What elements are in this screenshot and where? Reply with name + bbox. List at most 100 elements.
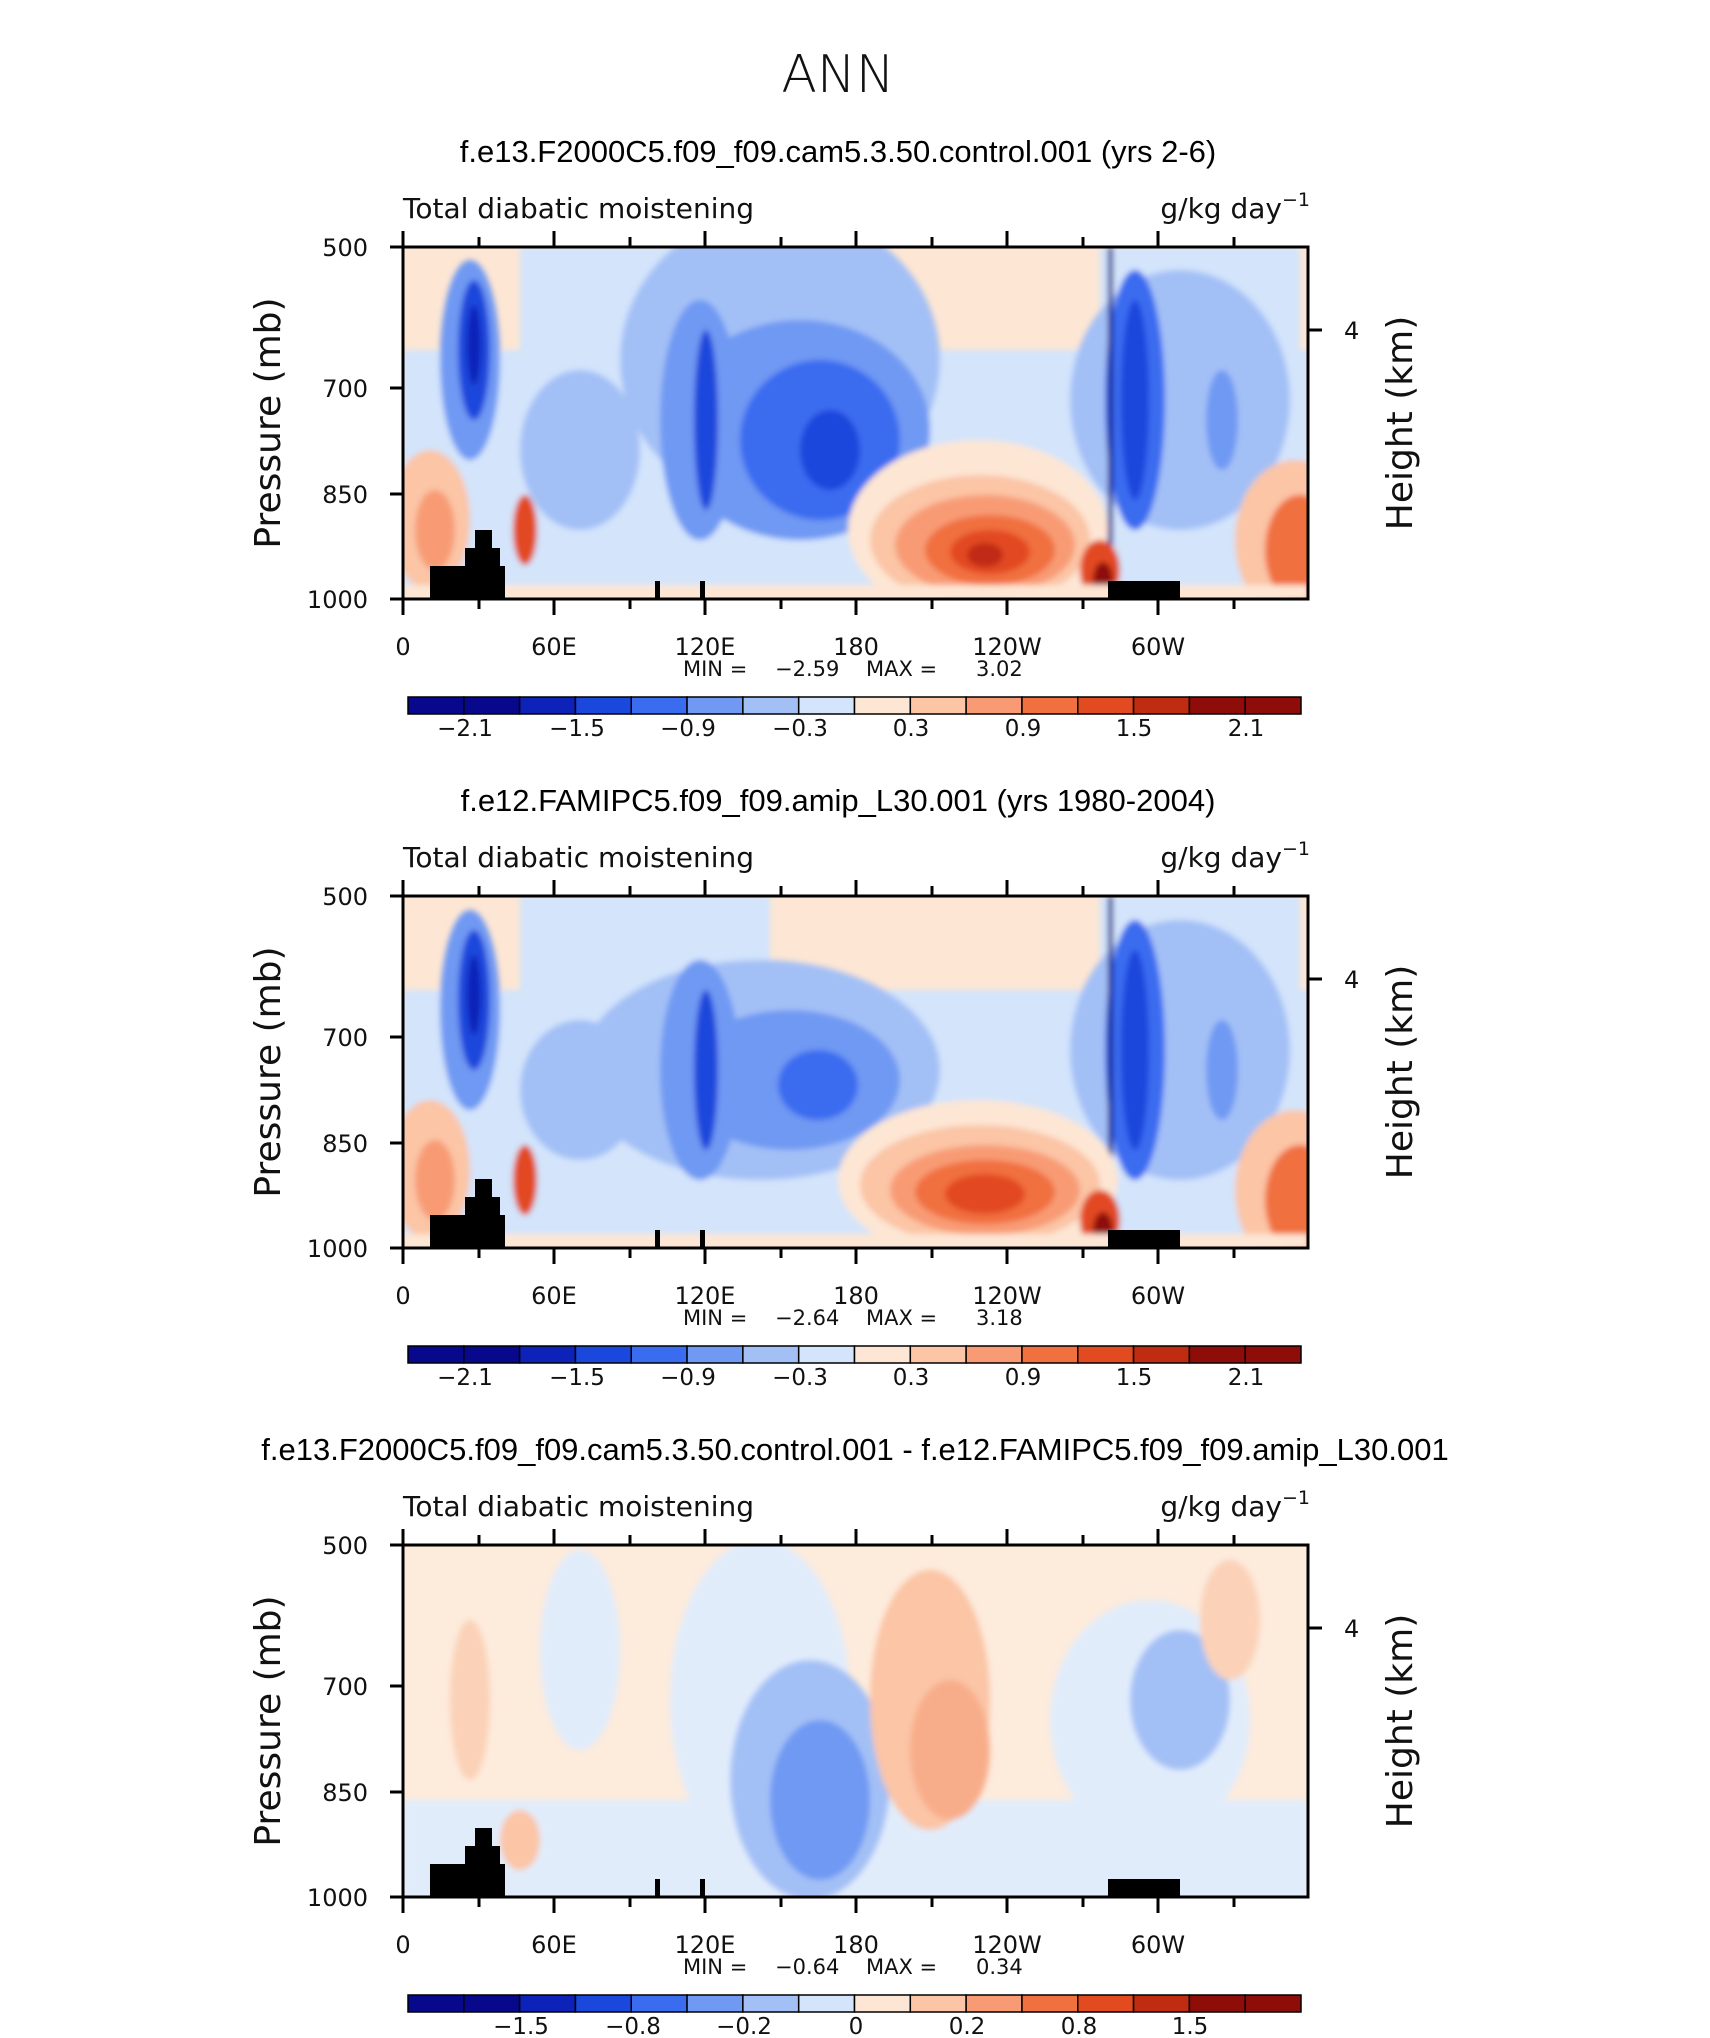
terrain-mask bbox=[1108, 1879, 1180, 1897]
x-tick-label: 180 bbox=[833, 1931, 879, 1959]
panel-title: f.e13.F2000C5.f09_f09.cam5.3.50.control.… bbox=[261, 1432, 1448, 1467]
colorbar-box bbox=[965, 1994, 1023, 2013]
x-tick-label: 60W bbox=[1131, 1282, 1185, 1310]
panel-title: f.e13.F2000C5.f09_f09.cam5.3.50.control.… bbox=[460, 134, 1217, 169]
colorbar-label: −0.3 bbox=[772, 716, 828, 742]
x-tick-label: 180 bbox=[833, 633, 879, 661]
x-tick-label: 120W bbox=[972, 1931, 1042, 1959]
colorbar-box bbox=[686, 696, 744, 715]
colorbar-label: 1.5 bbox=[1116, 716, 1153, 742]
x-tick-label: 60E bbox=[531, 1931, 577, 1959]
terrain-mask bbox=[700, 1879, 705, 1897]
colorbar-label: 0.3 bbox=[893, 1365, 930, 1391]
colorbar-label: 0.8 bbox=[1061, 2014, 1098, 2038]
colorbar-label: 2.1 bbox=[1228, 1365, 1265, 1391]
right-tick-label: 4 bbox=[1344, 317, 1359, 345]
terrain-mask bbox=[1108, 1230, 1180, 1248]
y-tick-label: 500 bbox=[322, 1532, 368, 1560]
contour-field bbox=[403, 896, 1308, 1248]
min-label: MIN = bbox=[683, 1306, 747, 1330]
colorbar-label: 0.9 bbox=[1005, 716, 1042, 742]
panel-control: f.e13.F2000C5.f09_f09.cam5.3.50.control.… bbox=[248, 134, 1421, 742]
right-tick-label: 4 bbox=[1344, 1615, 1359, 1643]
colorbar bbox=[407, 1994, 1302, 2013]
colorbar-box bbox=[742, 1994, 800, 2013]
variable-label: Total diabatic moistening bbox=[402, 841, 754, 874]
colorbar-label: 2.1 bbox=[1228, 716, 1265, 742]
y-tick-label: 850 bbox=[322, 481, 368, 509]
colorbar-box bbox=[909, 1345, 967, 1364]
variable-label: Total diabatic moistening bbox=[402, 1490, 754, 1523]
colorbar-box bbox=[574, 1345, 633, 1364]
colorbar-box bbox=[853, 1994, 912, 2013]
units-label: g/kg day−1 bbox=[1160, 1487, 1310, 1523]
colorbar-box bbox=[1132, 1345, 1191, 1364]
y-axis-label: Pressure (mb) bbox=[248, 946, 289, 1197]
y-axis-ticks bbox=[390, 894, 1322, 1250]
colorbar-box bbox=[574, 696, 633, 715]
colorbar-label: −0.2 bbox=[716, 2014, 772, 2038]
colorbar-box bbox=[1077, 1345, 1135, 1364]
units-label: g/kg day−1 bbox=[1160, 838, 1310, 874]
colorbar-box bbox=[1244, 696, 1302, 715]
colorbar-box bbox=[965, 696, 1023, 715]
y-axis-label: Pressure (mb) bbox=[248, 297, 289, 548]
colorbar-label: 0.3 bbox=[893, 716, 930, 742]
y-tick-label: 500 bbox=[322, 883, 368, 911]
max-value: 0.34 bbox=[976, 1955, 1023, 1979]
colorbar-label: 1.5 bbox=[1116, 1365, 1153, 1391]
y-tick-label: 500 bbox=[322, 234, 368, 262]
colorbar-box bbox=[1077, 696, 1135, 715]
colorbar-label: 1.5 bbox=[1172, 2014, 1209, 2038]
colorbar-box bbox=[1132, 696, 1191, 715]
colorbar-box bbox=[965, 1345, 1023, 1364]
colorbar-label: −0.9 bbox=[660, 1365, 716, 1391]
figure-title: ANN bbox=[781, 45, 894, 105]
colorbar-label: −2.1 bbox=[437, 716, 493, 742]
y-axis-label-right: Height (km) bbox=[1380, 965, 1421, 1179]
x-axis-ticks bbox=[401, 231, 1236, 615]
y-tick-label: 1000 bbox=[307, 1235, 368, 1263]
colorbar-label: 0 bbox=[849, 2014, 864, 2038]
terrain-mask bbox=[700, 1230, 705, 1248]
colorbar bbox=[407, 1345, 1302, 1364]
units-label: g/kg day−1 bbox=[1160, 189, 1310, 225]
colorbar-box bbox=[518, 696, 577, 715]
colorbar-box bbox=[1021, 1994, 1079, 2013]
colorbar-label: −0.8 bbox=[605, 2014, 661, 2038]
colorbar-box bbox=[853, 696, 912, 715]
colorbar-label: −0.9 bbox=[660, 716, 716, 742]
colorbar-box bbox=[797, 1345, 856, 1364]
contour-field bbox=[403, 247, 1308, 599]
plot-area bbox=[403, 247, 1308, 599]
y-axis-label-right: Height (km) bbox=[1380, 316, 1421, 530]
x-tick-label: 120E bbox=[675, 1931, 736, 1959]
colorbar-box bbox=[1188, 696, 1246, 715]
x-axis-ticks bbox=[401, 880, 1236, 1264]
min-value: −0.64 bbox=[775, 1955, 839, 1979]
y-tick-label: 1000 bbox=[307, 1884, 368, 1912]
min-label: MIN = bbox=[683, 657, 747, 681]
x-tick-label: 120W bbox=[972, 633, 1042, 661]
colorbar-box bbox=[630, 1994, 688, 2013]
x-tick-label: 120W bbox=[972, 1282, 1042, 1310]
colorbar-box bbox=[463, 1345, 521, 1364]
max-label: MAX = bbox=[866, 1955, 937, 1979]
colorbar-box bbox=[797, 1994, 856, 2013]
terrain-mask bbox=[430, 530, 505, 599]
x-tick-label: 60W bbox=[1131, 1931, 1185, 1959]
colorbar-box bbox=[1021, 696, 1079, 715]
colorbar-box bbox=[407, 1345, 465, 1364]
colorbar-label: 0.9 bbox=[1005, 1365, 1042, 1391]
colorbar-box bbox=[1021, 1345, 1079, 1364]
colorbar-box bbox=[853, 1345, 912, 1364]
y-axis-ticks bbox=[390, 245, 1322, 601]
colorbar-box bbox=[518, 1345, 577, 1364]
terrain-mask bbox=[430, 1828, 505, 1897]
y-tick-label: 850 bbox=[322, 1130, 368, 1158]
terrain-mask bbox=[655, 1879, 660, 1897]
colorbar-box bbox=[686, 1994, 744, 2013]
colorbar-label: 0.2 bbox=[949, 2014, 986, 2038]
colorbar-box bbox=[1077, 1994, 1135, 2013]
